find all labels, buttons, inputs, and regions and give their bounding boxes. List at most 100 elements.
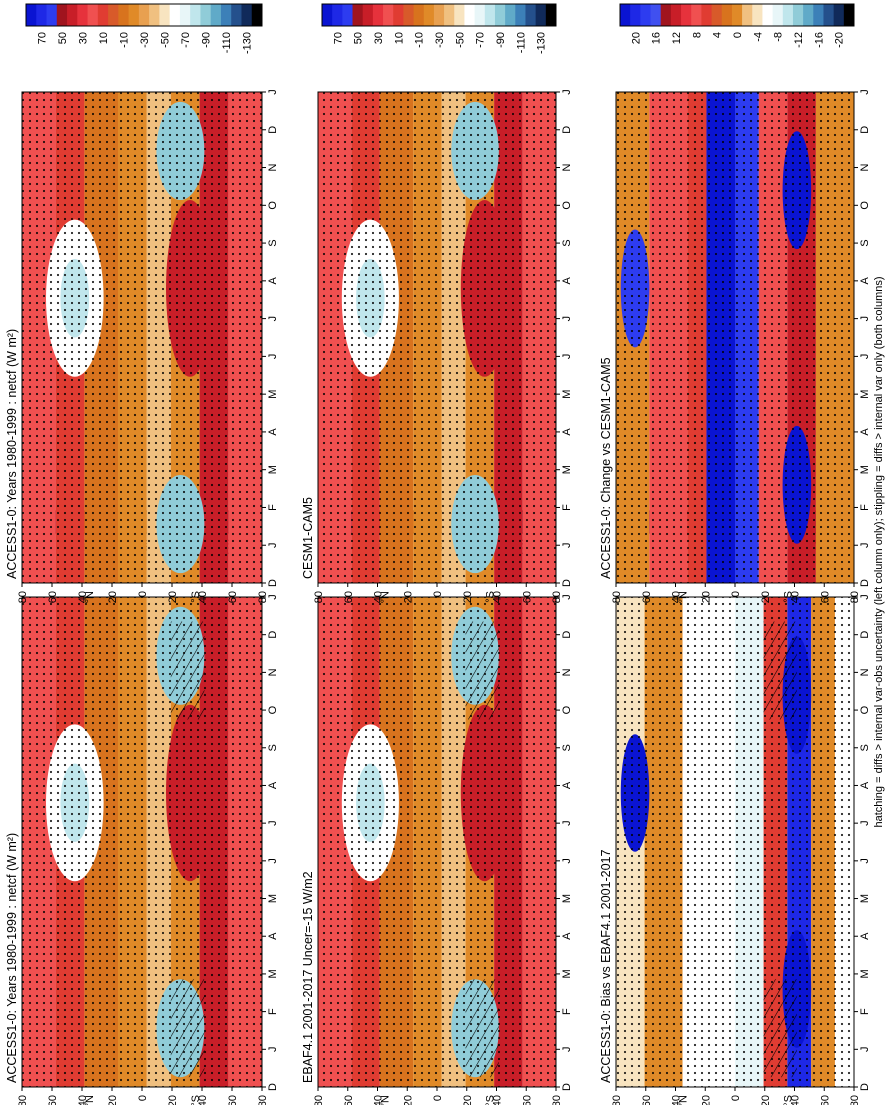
lat-tick-label: 80 <box>17 591 29 603</box>
lat-tick-label: 40 <box>671 1095 683 1105</box>
colorbar-swatch <box>803 4 814 26</box>
hemisphere-label: °N <box>678 1095 690 1105</box>
month-tick-label: M <box>859 894 871 903</box>
colorbar-swatch <box>87 4 99 26</box>
month-tick-label: J <box>267 1047 279 1053</box>
month-tick-label: D <box>561 126 573 134</box>
month-tick-label: O <box>267 201 279 210</box>
month-tick-label: D <box>859 126 871 134</box>
lat-tick-label: 80 <box>611 1095 623 1105</box>
month-tick-label: S <box>561 239 573 246</box>
month-tick-label: A <box>267 428 279 436</box>
month-tick-label: J <box>561 858 573 864</box>
lat-tick-label: 60 <box>343 1095 355 1105</box>
month-tick-label: S <box>561 744 573 751</box>
month-tick-label: M <box>859 465 871 474</box>
lat-tick-label: 40 <box>492 591 504 603</box>
lat-tick-label: 40 <box>77 1095 89 1105</box>
lat-tick-label: 40 <box>77 591 89 603</box>
hemisphere-label: °S <box>190 1095 202 1105</box>
colorbar-swatch <box>200 4 212 26</box>
lat-tick-label: 0 <box>432 1095 444 1101</box>
month-tick-label: M <box>267 390 279 399</box>
stippling <box>616 597 854 1087</box>
colorbar-swatch <box>383 4 394 26</box>
colorbar-label: -4 <box>752 32 764 42</box>
hatching <box>465 979 499 1078</box>
colorbar-frame <box>25 3 263 27</box>
lat-tick-label: 40 <box>671 591 683 603</box>
stippling <box>616 92 854 583</box>
colorbar-swatch <box>711 4 723 26</box>
month-tick-label: D <box>267 631 279 639</box>
month-tick-label: A <box>859 932 871 940</box>
colorbar-swatch <box>752 4 763 26</box>
colorbar-swatch <box>26 4 37 26</box>
colorbar-swatch <box>792 4 804 26</box>
lat-tick-label: 60 <box>819 591 831 603</box>
colorbar-swatch <box>46 4 58 26</box>
colorbar-swatch <box>823 4 835 26</box>
month-tick-label: N <box>267 668 279 676</box>
hatching <box>763 979 797 1078</box>
month-tick-label: J <box>859 89 871 95</box>
stippling <box>22 597 262 1087</box>
month-tick-label: J <box>859 594 871 600</box>
month-tick-label: D <box>859 631 871 639</box>
colorbar-label: 16 <box>651 32 663 44</box>
hemisphere-label: °N <box>380 591 392 603</box>
month-tick-label: J <box>267 594 279 600</box>
colorbar-swatch <box>97 4 109 26</box>
colorbar-label: -130 <box>536 32 548 54</box>
month-tick-label: F <box>561 1008 573 1015</box>
colorbar-swatch <box>742 4 753 26</box>
colorbar-swatch <box>782 4 794 26</box>
lat-tick-label: 60 <box>227 1095 239 1105</box>
month-tick-label: O <box>859 705 871 714</box>
colorbar-swatch <box>515 4 526 26</box>
lat-tick-label: 80 <box>849 591 861 603</box>
colorbar-swatch <box>352 4 364 26</box>
colorbar-swatch <box>545 4 557 26</box>
colorbar-swatch <box>393 4 404 26</box>
colorbar-label: -50 <box>454 32 466 48</box>
hemisphere-label: °N <box>380 1095 392 1105</box>
colorbar-swatch <box>77 4 89 26</box>
month-tick-label: O <box>267 705 279 714</box>
colorbar-swatch <box>721 4 733 26</box>
lat-tick-label: 20 <box>700 1095 712 1105</box>
month-tick-label: F <box>267 504 279 511</box>
month-tick-label: N <box>267 164 279 172</box>
colorbar-label: -16 <box>813 32 825 48</box>
month-tick-label: O <box>561 705 573 714</box>
hemisphere-label: °S <box>190 591 202 603</box>
lat-tick-label: 20 <box>107 591 119 603</box>
colorbar-label: -110 <box>515 32 527 53</box>
month-tick-label: J <box>859 354 871 360</box>
month-tick-label: M <box>561 390 573 399</box>
month-tick-label: A <box>859 428 871 436</box>
lat-tick-label: 40 <box>790 1095 802 1105</box>
colorbar-swatch <box>505 4 516 26</box>
month-tick-label: J <box>859 1047 871 1053</box>
panel-title: ACCESS1-0: Years 1980-1999 : netcf (W m²… <box>5 329 19 579</box>
month-tick-label: J <box>859 858 871 864</box>
lat-tick-label: 40 <box>197 591 209 603</box>
month-tick-label: M <box>267 465 279 474</box>
month-tick-label: N <box>561 668 573 676</box>
lat-tick-label: 0 <box>730 591 742 597</box>
lat-tick-label: 80 <box>551 1095 563 1105</box>
month-tick-label: F <box>267 1008 279 1015</box>
colorbar-frame <box>619 3 855 27</box>
month-tick-label: J <box>561 89 573 95</box>
colorbar-swatch <box>56 4 68 26</box>
colorbar-swatch <box>128 4 140 26</box>
colorbar-swatch <box>118 4 130 26</box>
month-tick-label: J <box>267 820 279 826</box>
month-tick-label: O <box>561 201 573 210</box>
colorbar-label: 4 <box>712 32 724 38</box>
